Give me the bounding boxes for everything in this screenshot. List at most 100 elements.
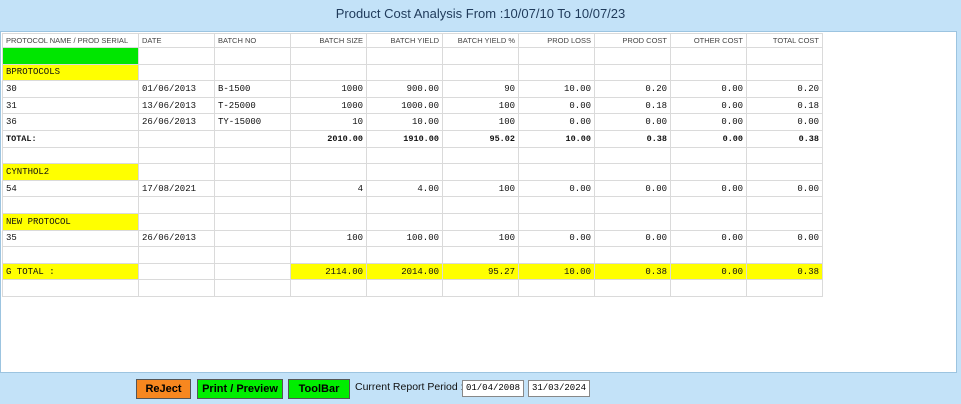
table-row [2,196,823,214]
empty-cell [442,246,519,264]
empty-cell [214,47,291,65]
table-row: BPROTOCOLS [2,63,823,82]
empty-cell [746,196,823,214]
table-cell: 1000 [290,96,367,115]
empty-cell [518,196,595,214]
table-cell: 95.02 [442,129,519,148]
empty-cell [138,146,215,165]
column-header: PROD COST [594,33,671,48]
table-cell: 0.00 [746,113,823,131]
table-cell: 1000.00 [366,96,443,115]
table-cell: 10.00 [518,129,595,148]
table-cell: 0.18 [594,96,671,115]
table-cell: 1000 [290,80,367,98]
table-row: 31 13/06/2013 T-25000 1000 1000.00 100 0.00 0.1… [2,96,823,115]
table-cell: 4 [290,179,367,198]
table-cell: B-1500 [214,80,291,98]
table-cell: 0.38 [594,262,671,281]
table-cell: 0.00 [670,262,747,281]
report-title: Product Cost Analysis From :10/07/10 To … [335,6,626,21]
table-cell: 0.00 [670,229,747,248]
period-to-input[interactable]: 31/03/2024 [528,380,590,397]
table-row [2,146,823,165]
table-row: 54 17/08/2021 4 4.00 100 0.00 0.00 0.00 0.00 [2,179,823,198]
toolbar-button[interactable]: ToolBar [288,379,350,399]
column-header: BATCH SIZE [290,33,367,48]
table-cell: 31 [2,96,139,115]
empty-cell [518,146,595,165]
table-cell: 100 [442,229,519,248]
table-cell: 100 [442,96,519,115]
empty-cell [138,246,215,264]
table-cell: 100 [442,113,519,131]
empty-cell [594,212,671,231]
table-cell: 0.38 [746,129,823,148]
empty-cell [442,63,519,82]
table-cell: 26/06/2013 [138,113,215,131]
table-cell: 13/06/2013 [138,96,215,115]
report-panel: PROTOCOL NAME / PROD SERIAL DATE BATCH NO B… [0,31,957,373]
empty-cell [594,246,671,264]
table-cell: TOTAL: [2,129,139,148]
table-cell: 0.00 [518,113,595,131]
empty-cell [442,196,519,214]
empty-cell [518,212,595,231]
table-row: TOTAL: 2010.00 1910.00 95.02 10.00 0.38 0.00 0.… [2,129,823,148]
empty-cell [290,212,367,231]
empty-cell [214,279,291,297]
empty-cell [594,47,671,65]
empty-cell [670,212,747,231]
report-table: PROTOCOL NAME / PROD SERIAL DATE BATCH NO B… [2,33,823,297]
column-header: TOTAL COST [746,33,823,48]
table-cell: 0.38 [594,129,671,148]
reject-button[interactable]: ReJect [136,379,191,399]
table-cell: 26/06/2013 [138,229,215,248]
empty-cell [138,262,215,281]
empty-cell [2,196,139,214]
empty-cell [214,129,291,148]
empty-cell [746,47,823,65]
table-cell: 100 [290,229,367,248]
empty-cell [214,262,291,281]
empty-cell [290,63,367,82]
empty-cell [2,47,139,65]
empty-cell [366,47,443,65]
empty-cell [746,146,823,165]
table-cell: 0.00 [518,96,595,115]
empty-cell [290,246,367,264]
empty-cell [594,196,671,214]
table-cell: 0.00 [670,179,747,198]
empty-cell [746,279,823,297]
table-cell: 10.00 [518,80,595,98]
print-preview-button[interactable]: Print / Preview [197,379,283,399]
column-header: DATE [138,33,215,48]
empty-cell [290,47,367,65]
table-cell: G TOTAL : [2,262,139,281]
empty-cell [594,279,671,297]
table-row: G TOTAL :2114.00 2014.00 95.27 10.00 0.38 0.0… [2,262,823,281]
empty-cell [518,163,595,181]
table-cell: 54 [2,179,139,198]
empty-cell [746,212,823,231]
table-cell: 4.00 [366,179,443,198]
empty-cell [670,246,747,264]
empty-cell [746,163,823,181]
empty-cell [290,279,367,297]
table-cell: 36 [2,113,139,131]
empty-cell [366,163,443,181]
period-from-input[interactable]: 01/04/2008 [462,380,524,397]
table-row [2,47,823,65]
empty-cell [746,246,823,264]
empty-cell [290,196,367,214]
empty-cell [366,279,443,297]
table-cell: 0.20 [594,80,671,98]
table-cell: 0.00 [746,179,823,198]
empty-cell [746,63,823,82]
empty-cell [2,279,139,297]
table-cell: 2010.00 [290,129,367,148]
table-cell: NEW PROTOCOL [2,212,139,231]
table-cell: 35 [2,229,139,248]
empty-cell [138,163,215,181]
table-row [2,279,823,297]
